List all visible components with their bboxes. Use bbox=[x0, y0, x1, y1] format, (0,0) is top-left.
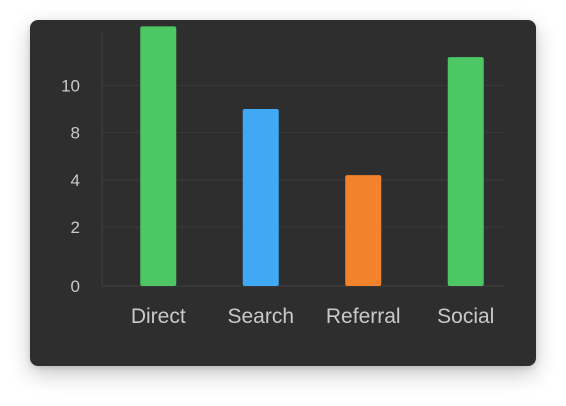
bar-social bbox=[447, 57, 484, 286]
bar-referral bbox=[345, 175, 382, 286]
y-tick-label: 0 bbox=[71, 277, 80, 296]
bars bbox=[140, 26, 484, 287]
x-category-label: Direct bbox=[131, 305, 186, 328]
y-tick-label: 10 bbox=[61, 76, 80, 95]
x-category-label: Social bbox=[437, 305, 494, 328]
x-category-labels: Direct Search Referral Social bbox=[131, 305, 495, 328]
y-tick-label: 2 bbox=[71, 218, 80, 237]
y-tick-label: 8 bbox=[71, 124, 80, 143]
bar-chart: 0 2 4 8 10 Direct Search Referral Social bbox=[61, 26, 504, 328]
y-tick-labels: 0 2 4 8 10 bbox=[61, 76, 80, 296]
y-tick-label: 4 bbox=[71, 171, 80, 190]
x-category-label: Referral bbox=[326, 305, 401, 328]
bar-direct bbox=[140, 26, 177, 287]
x-category-label: Search bbox=[227, 305, 294, 328]
bar-search bbox=[242, 109, 279, 286]
chart-card: 0 2 4 8 10 Direct Search Referral Social bbox=[30, 20, 536, 366]
